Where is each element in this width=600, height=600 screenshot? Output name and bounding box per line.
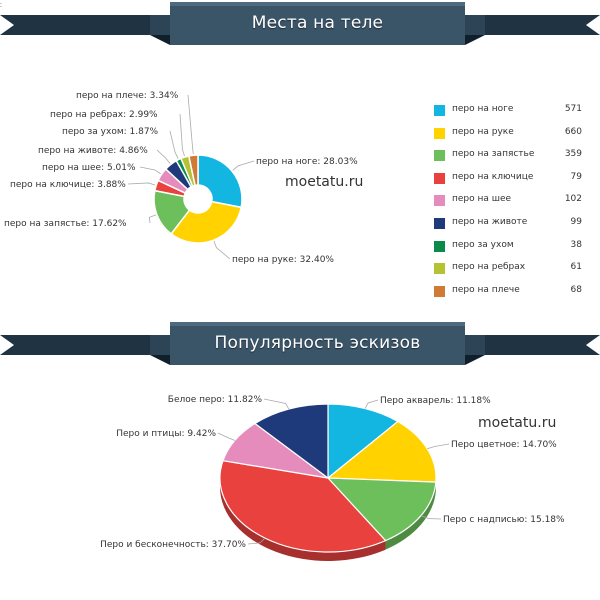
leader-line: [232, 160, 255, 171]
chart-title: Популярность эскизов: [214, 333, 421, 353]
banner-ribbon-graphic: [0, 322, 600, 365]
data-label: Перо с надписью: 15.18%: [443, 515, 565, 525]
pie-chart-sketch-popularity: Перо акварель: 11.18% Перо цветное: 14.70…: [100, 395, 565, 561]
legend-label: перо на плече: [452, 284, 520, 295]
leader-line: [247, 537, 266, 545]
data-label: Перо и птицы: 9.42%: [116, 429, 216, 439]
leader-line: [187, 94, 194, 155]
legend-value: 79: [570, 171, 582, 182]
donut-chart-body-locations: перо на ноге: 28.03% перо на руке: 32.40%…: [4, 91, 363, 265]
leader-line: [156, 149, 171, 164]
leader-line: [127, 182, 156, 186]
legend-item: перо за ухом 38: [434, 236, 584, 259]
legend-swatch: [434, 217, 445, 229]
leader-line: [420, 515, 442, 520]
legend-value: 102: [564, 194, 582, 205]
banner-body-locations: Места на теле: [0, 0, 600, 52]
leader-line: [139, 166, 161, 175]
watermark-text: moetatu.ru: [478, 415, 556, 431]
data-label: перо на ноге: 28.03%: [256, 157, 358, 167]
legend-label: перо на шее: [452, 194, 512, 205]
data-label: перо на ключице: 3.88%: [10, 180, 126, 190]
legend-item: перо на ноге 571: [434, 100, 584, 123]
leader-line: [169, 130, 179, 159]
data-label: перо на шее: 5.01%: [42, 163, 136, 173]
legend-item: перо на животе 99: [434, 213, 584, 236]
legend-item: перо на запястье 359: [434, 145, 584, 168]
legend-label: перо на ребрах: [452, 262, 526, 273]
legend-value: 61: [570, 262, 582, 273]
leader-line: [427, 443, 450, 450]
legend-swatch: [434, 195, 445, 207]
leader-line: [217, 432, 236, 441]
slice-pero-na-noge: [197, 154, 243, 209]
data-label: перо на запястье: 17.62%: [4, 219, 127, 229]
legend-label: перо на руке: [452, 126, 514, 137]
stray-mark: :: [0, 2, 2, 9]
legend-value: 38: [570, 239, 582, 250]
legend-swatch: [434, 240, 445, 252]
leader-line: [179, 113, 185, 157]
data-label: перо за ухом: 1.87%: [62, 127, 159, 137]
legend-swatch: [434, 105, 445, 116]
leader-line: [213, 240, 231, 260]
legend-swatch: [434, 285, 445, 297]
data-label: Перо и бесконечность: 37.70%: [100, 540, 246, 550]
legend-label: перо на животе: [452, 216, 528, 227]
leader-line: [263, 398, 290, 410]
banner-ribbon-graphic: [0, 2, 600, 45]
slice-side-pero-s-nadpisyu: [385, 482, 436, 550]
slice-pero-s-nadpisyu: [326, 477, 437, 542]
legend-value: 359: [564, 149, 582, 160]
legend-swatch: [434, 263, 445, 275]
legend-swatch: [434, 150, 445, 162]
data-label: Перо цветное: 14.70%: [451, 440, 557, 450]
slice-beloe-pero: [253, 403, 329, 480]
legend-item: перо на шее 102: [434, 190, 584, 213]
data-label: перо на плече: 3.34%: [76, 91, 179, 101]
data-label: перо на ребрах: 2.99%: [50, 110, 158, 120]
legend-value: 571: [564, 104, 582, 114]
chart-title: Места на теле: [251, 13, 384, 33]
data-label: Белое перо: 11.82%: [168, 395, 263, 405]
legend-item: перо на плече 68: [434, 281, 584, 304]
legend-item: перо на ребрах 61: [434, 258, 584, 281]
data-label: перо на руке: 32.40%: [232, 255, 334, 265]
slice-side-pero-i-beskonechnost: [220, 478, 386, 561]
legend-label: перо на ключице: [452, 171, 534, 182]
chart-legend: перо на ноге 571 перо на руке 660 перо на за…: [434, 100, 584, 303]
legend-item: перо на ключице 79: [434, 168, 584, 191]
slice-pero-na-pleche: [187, 154, 199, 187]
leader-line: [148, 214, 157, 224]
slice-pero-i-beskonechnost: [219, 460, 387, 553]
legend-label: перо за ухом: [452, 239, 514, 250]
banner-sketch-popularity: Популярность эскизов: [0, 320, 600, 372]
legend-value: 68: [570, 284, 582, 295]
leader-line: [364, 399, 379, 409]
legend-item: перо на руке 660: [434, 123, 584, 146]
watermark-text: moetatu.ru: [285, 174, 363, 190]
legend-label: перо на ноге: [452, 104, 514, 114]
legend-swatch: [434, 172, 445, 184]
data-label: Перо акварель: 11.18%: [380, 396, 491, 406]
slice-pero-akvarel: [327, 403, 399, 480]
legend-value: 660: [564, 126, 582, 137]
legend-value: 99: [570, 216, 582, 227]
legend-label: перо на запястье: [452, 149, 535, 160]
data-label: перо на животе: 4.86%: [38, 146, 148, 156]
legend-swatch: [434, 127, 445, 139]
